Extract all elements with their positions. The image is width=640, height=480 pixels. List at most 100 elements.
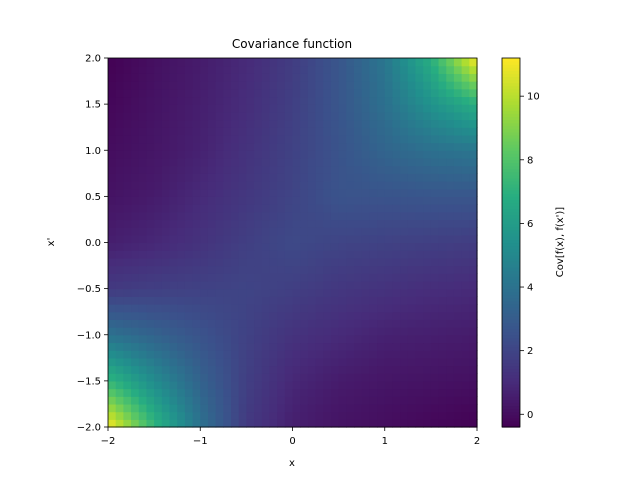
heatmap-cell: [207, 419, 217, 428]
heatmap-cell: [200, 157, 209, 167]
heatmap-cell: [330, 265, 340, 274]
heatmap-cell: [384, 196, 394, 205]
heatmap-cell: [223, 396, 232, 405]
heatmap-cell: [284, 311, 294, 320]
heatmap-cell: [131, 327, 140, 336]
heatmap-cell: [200, 257, 209, 267]
heatmap-cell: [269, 119, 278, 128]
heatmap-cell: [453, 219, 463, 228]
heatmap-cell: [223, 119, 232, 128]
heatmap-cell: [300, 373, 309, 382]
heatmap-cell: [453, 334, 463, 344]
heatmap-cell: [369, 327, 378, 336]
heatmap-cell: [392, 319, 401, 328]
heatmap-cell: [330, 319, 340, 328]
heatmap-cell: [292, 403, 301, 413]
heatmap-cell: [108, 388, 117, 397]
heatmap-cell: [215, 173, 224, 182]
heatmap-cell: [461, 280, 470, 290]
heatmap-cell: [407, 127, 417, 136]
heatmap-cell: [423, 104, 432, 113]
heatmap-cell: [254, 104, 263, 113]
heatmap-cell: [400, 373, 409, 382]
heatmap-cell: [430, 304, 440, 313]
heatmap-cell: [184, 311, 194, 320]
heatmap-cell: [192, 157, 201, 167]
heatmap-cell: [138, 173, 148, 182]
heatmap-cell: [330, 157, 340, 167]
heatmap-cell: [330, 342, 340, 351]
heatmap-cell: [231, 403, 240, 413]
heatmap-cell: [430, 204, 440, 213]
heatmap-cell: [131, 311, 140, 320]
heatmap-cell: [361, 58, 370, 67]
heatmap-cell: [415, 403, 424, 413]
heatmap-cell: [307, 273, 317, 282]
heatmap-cell: [161, 257, 171, 267]
colorbar-segment: [502, 187, 520, 191]
heatmap-cell: [307, 411, 317, 420]
heatmap-cell: [338, 134, 347, 144]
heatmap-cell: [346, 227, 355, 236]
heatmap-cell: [146, 181, 155, 190]
heatmap-cell: [438, 181, 447, 190]
heatmap-cell: [461, 81, 470, 90]
heatmap-cell: [207, 196, 217, 205]
heatmap-cell: [307, 388, 317, 397]
heatmap-cell: [238, 65, 247, 74]
heatmap-cell: [469, 396, 478, 405]
heatmap-cell: [400, 396, 409, 405]
heatmap-cell: [277, 81, 286, 90]
heatmap-cell: [323, 265, 332, 274]
heatmap-cell: [254, 257, 263, 267]
heatmap-cell: [161, 196, 171, 205]
heatmap-cell: [461, 150, 470, 159]
heatmap-cell: [461, 219, 470, 228]
heatmap-cell: [169, 196, 178, 205]
heatmap-cell: [215, 403, 224, 413]
heatmap-cell: [277, 342, 286, 351]
heatmap-cell: [377, 127, 386, 136]
heatmap-cell: [215, 411, 224, 420]
heatmap-cell: [108, 73, 117, 82]
heatmap-cell: [254, 380, 263, 390]
colorbar-segment: [502, 414, 520, 419]
heatmap-cell: [231, 165, 240, 174]
heatmap-cell: [369, 319, 378, 328]
heatmap-cell: [292, 127, 301, 136]
heatmap-cell: [223, 373, 232, 382]
heatmap-cell: [215, 296, 224, 305]
heatmap-cell: [423, 273, 432, 282]
heatmap-cell: [231, 265, 240, 274]
heatmap-cell: [430, 365, 440, 374]
heatmap-cell: [284, 96, 294, 105]
heatmap-cell: [330, 81, 340, 90]
heatmap-cell: [138, 104, 148, 113]
heatmap-cell: [453, 403, 463, 413]
heatmap-cell: [261, 227, 271, 236]
heatmap-cell: [446, 396, 455, 405]
heatmap-cell: [138, 165, 148, 174]
heatmap-cell: [146, 134, 155, 144]
heatmap-cell: [192, 58, 201, 67]
x-tick-label: −2: [101, 436, 116, 447]
heatmap-cell: [469, 134, 478, 144]
heatmap-cell: [231, 65, 240, 74]
heatmap-cell: [192, 96, 201, 105]
heatmap-cell: [361, 242, 370, 251]
heatmap-cell: [223, 334, 232, 344]
heatmap-cell: [292, 319, 301, 328]
heatmap-cell: [284, 280, 294, 290]
heatmap-cell: [161, 227, 171, 236]
colorbar-segment: [502, 76, 520, 81]
heatmap-cell: [115, 304, 124, 313]
heatmap-cell: [108, 88, 117, 98]
heatmap-cell: [231, 157, 240, 167]
heatmap-cell: [123, 419, 132, 428]
heatmap-cell: [169, 250, 178, 259]
heatmap-cell: [315, 403, 324, 413]
heatmap-cell: [169, 288, 178, 297]
heatmap-cell: [338, 280, 347, 290]
heatmap-cell: [254, 204, 263, 213]
heatmap-cell: [231, 88, 240, 98]
